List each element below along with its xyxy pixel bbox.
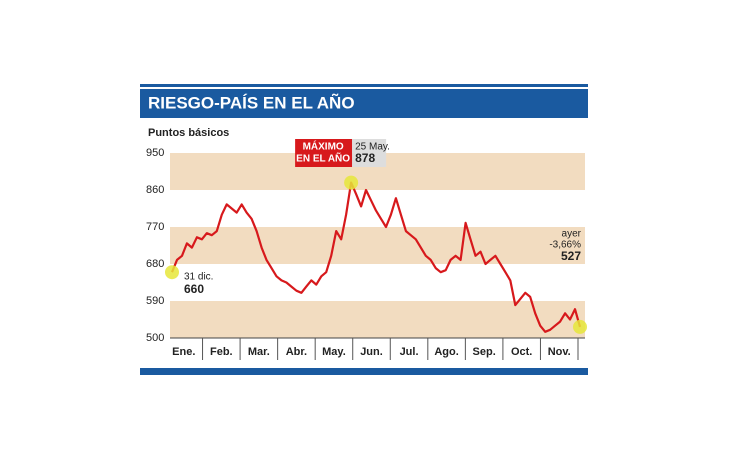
annotation: EN EL AÑO (296, 152, 350, 165)
value-label: 527 (561, 249, 581, 263)
line-series (170, 181, 582, 333)
grid-band (170, 227, 585, 264)
x-tick-label: Jun. (360, 346, 383, 358)
annotation: -3,66% (549, 240, 581, 251)
grid-band (170, 301, 585, 338)
annotation: 31 dic. (184, 272, 213, 283)
header-bar (140, 89, 588, 118)
highlight-point (165, 265, 179, 280)
x-tick-label: Mar. (248, 346, 270, 358)
y-tick-label: 860 (146, 184, 164, 196)
y-tick-label: 500 (146, 332, 164, 344)
value-label: 878 (355, 151, 375, 165)
annotation-box (295, 139, 353, 167)
x-tick-label: Sep. (473, 346, 496, 358)
x-tick-label: Jul. (400, 346, 419, 358)
x-tick-label: Oct. (511, 346, 532, 358)
annotation-box (352, 139, 387, 167)
x-tick-label: Feb. (210, 346, 233, 358)
annotation: MÁXIMO (303, 140, 344, 153)
x-tick-label: Nov. (548, 346, 571, 358)
value-label: 660 (184, 282, 204, 296)
footer-bar (140, 368, 588, 375)
x-tick-label: Ago. (434, 346, 458, 358)
subtitle: Puntos básicos (148, 127, 229, 139)
x-tick-label: May. (322, 346, 346, 358)
chart-title: RIESGO-PAÍS EN EL AÑO (148, 92, 355, 112)
annotation: ayer (562, 229, 582, 240)
y-tick-label: 950 (146, 147, 164, 159)
annotation: 25 May. (355, 142, 390, 153)
x-tick-label: Ene. (172, 346, 195, 358)
x-tick-label: Abr. (286, 346, 307, 358)
header-line (140, 84, 588, 87)
y-tick-label: 770 (146, 221, 164, 233)
y-tick-label: 590 (146, 295, 164, 307)
highlight-point (344, 175, 359, 190)
y-tick-label: 680 (146, 258, 164, 270)
highlight-point (573, 319, 587, 334)
